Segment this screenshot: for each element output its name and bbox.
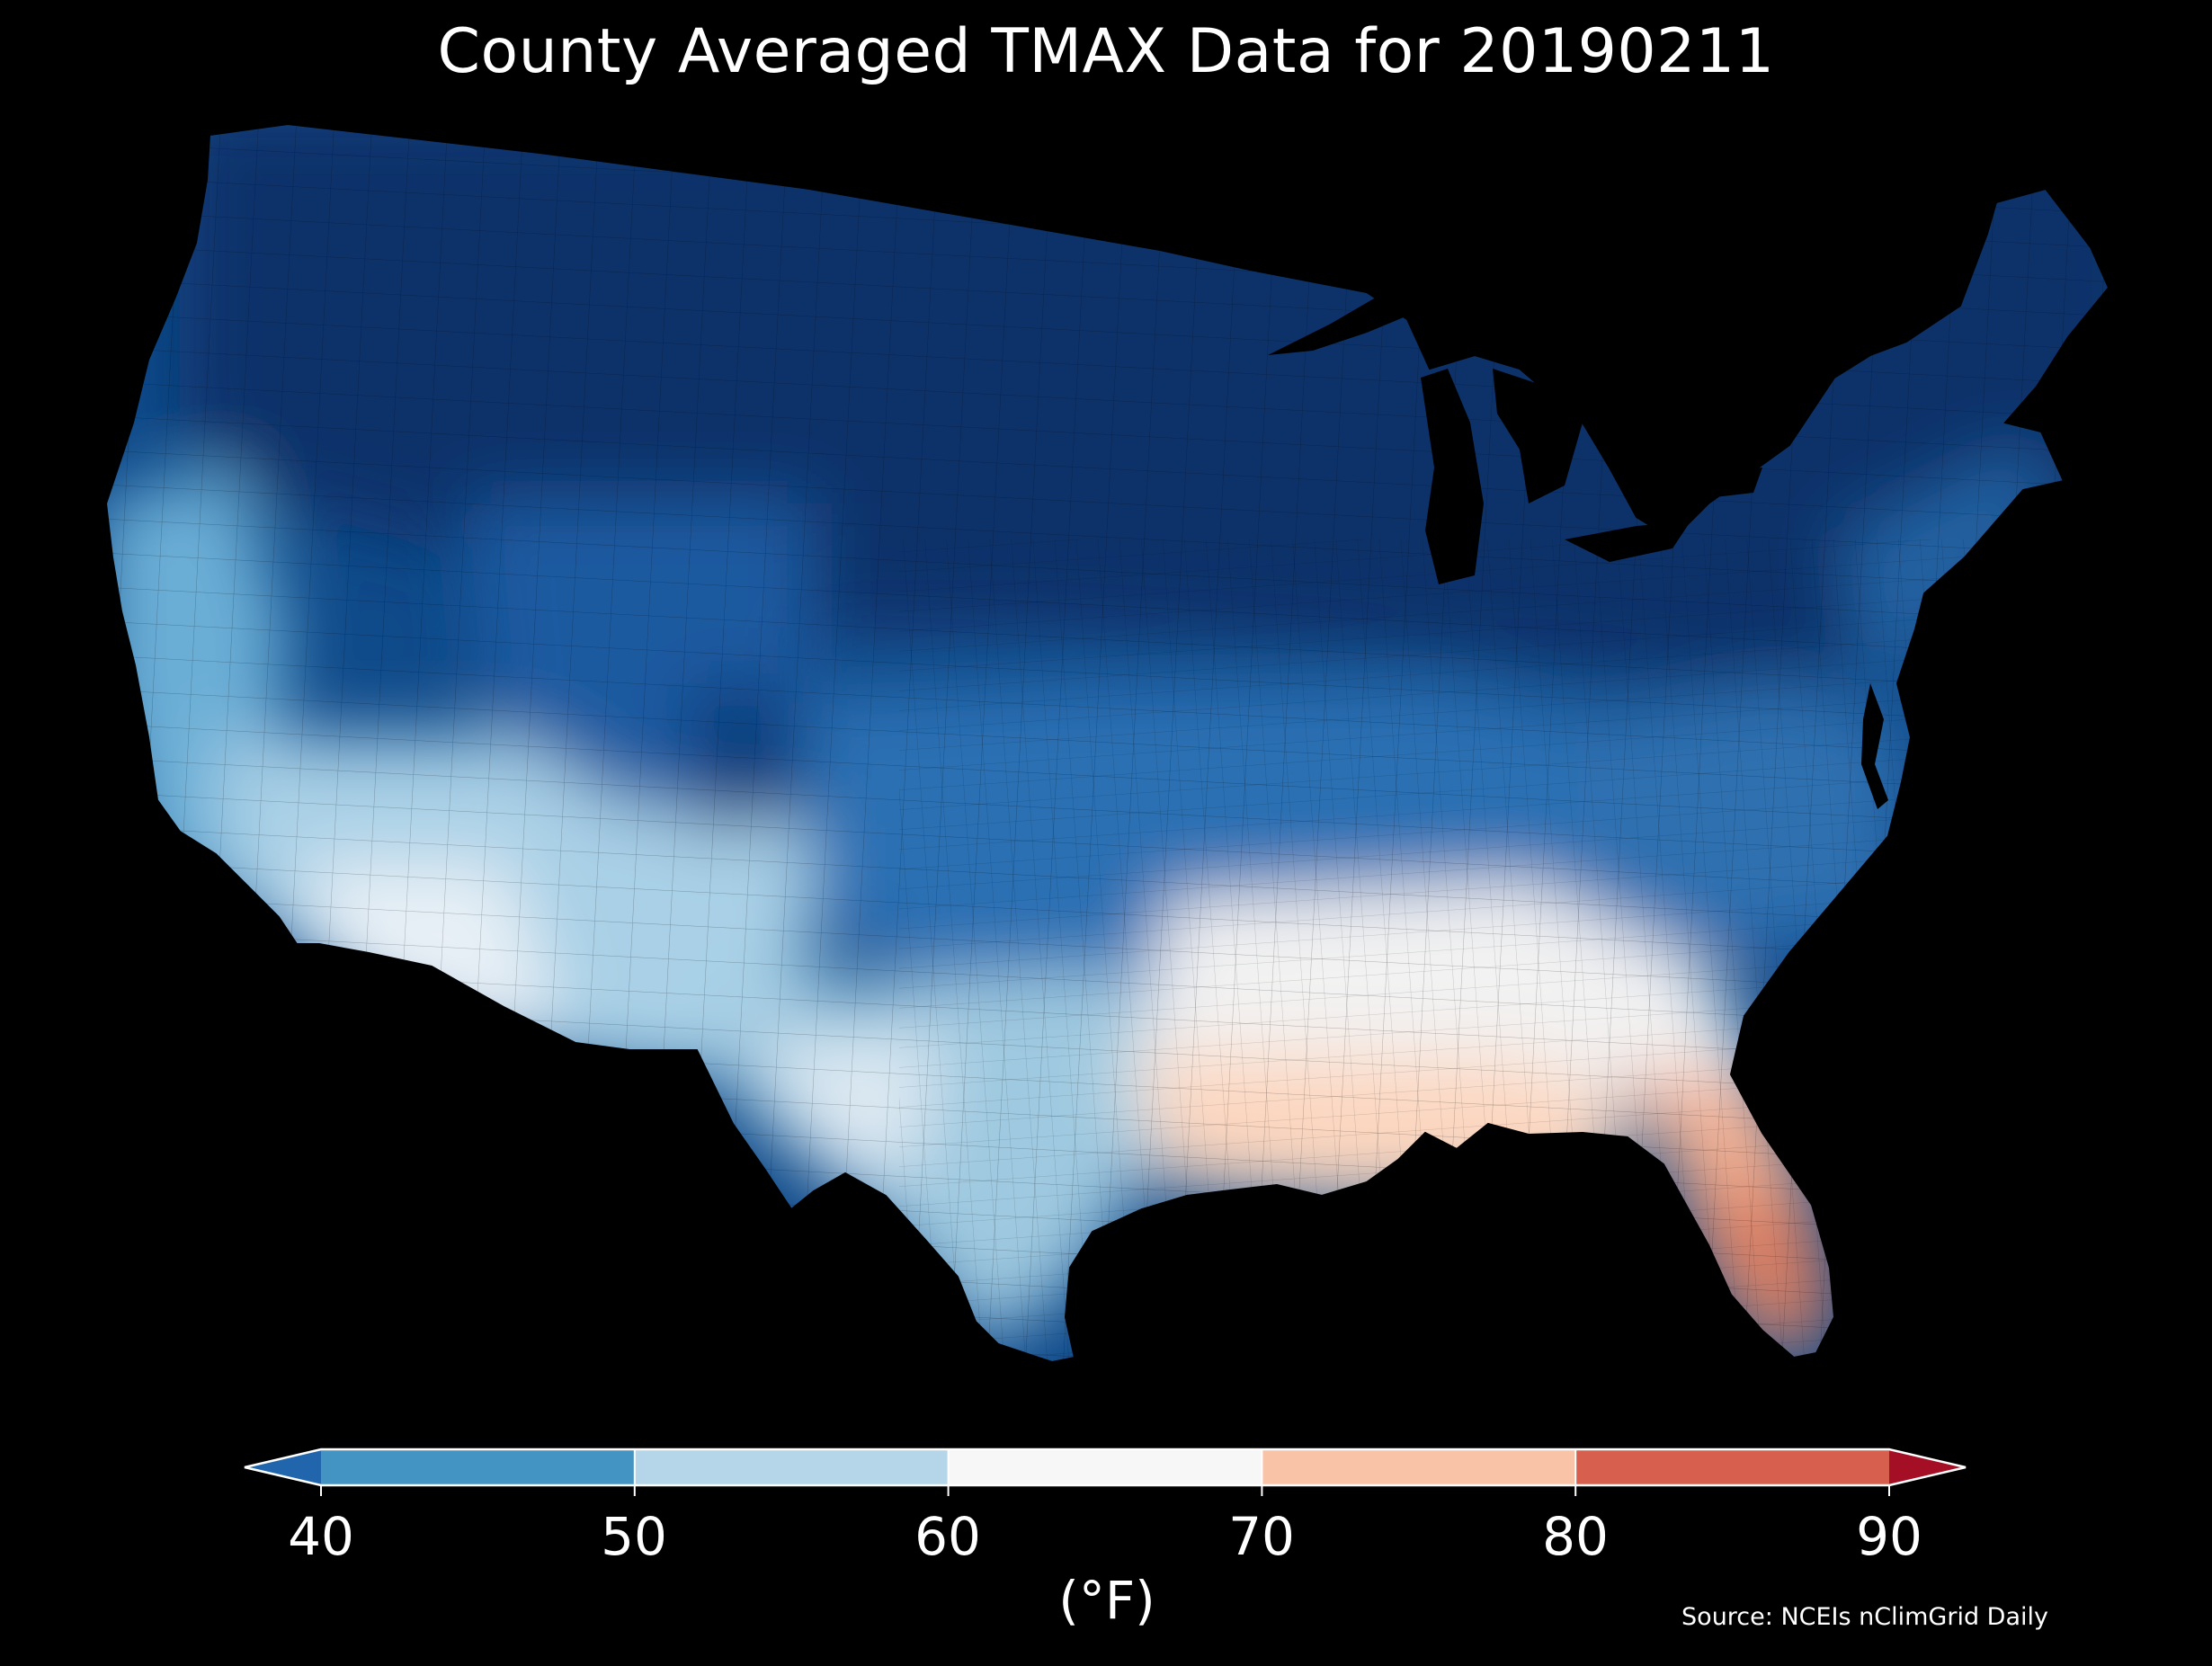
colorbar-under-arrow <box>245 1449 321 1485</box>
colorbar-bin <box>948 1449 1262 1485</box>
lake-ontario <box>1690 468 1762 499</box>
colorbar-bin <box>321 1449 635 1485</box>
colorbar-tick-label: 90 <box>1856 1506 1922 1567</box>
source-note: Source: NCEIs nClimGrid Daily <box>1681 1603 2048 1631</box>
colorbar-tick-label: 80 <box>1542 1506 1609 1567</box>
chesapeake-bay <box>1861 683 1888 809</box>
colorbar-tick-label: 70 <box>1228 1506 1295 1567</box>
colorbar-tick-label: 60 <box>914 1506 981 1567</box>
lake-superior <box>1268 283 1439 355</box>
lake-michigan <box>1421 369 1484 584</box>
colorbar-bin <box>1575 1449 1889 1485</box>
colorbar-bin <box>1262 1449 1576 1485</box>
colorbar-bin <box>634 1449 949 1485</box>
map-title: County Averaged TMAX Data for 20190211 <box>437 16 1775 87</box>
colorbar-tick-label: 50 <box>601 1506 667 1567</box>
colorbar-tick-label: 40 <box>288 1506 354 1567</box>
colorbar-unit-label: (°F) <box>1058 1570 1155 1631</box>
colorbar-over-arrow <box>1889 1449 1966 1485</box>
